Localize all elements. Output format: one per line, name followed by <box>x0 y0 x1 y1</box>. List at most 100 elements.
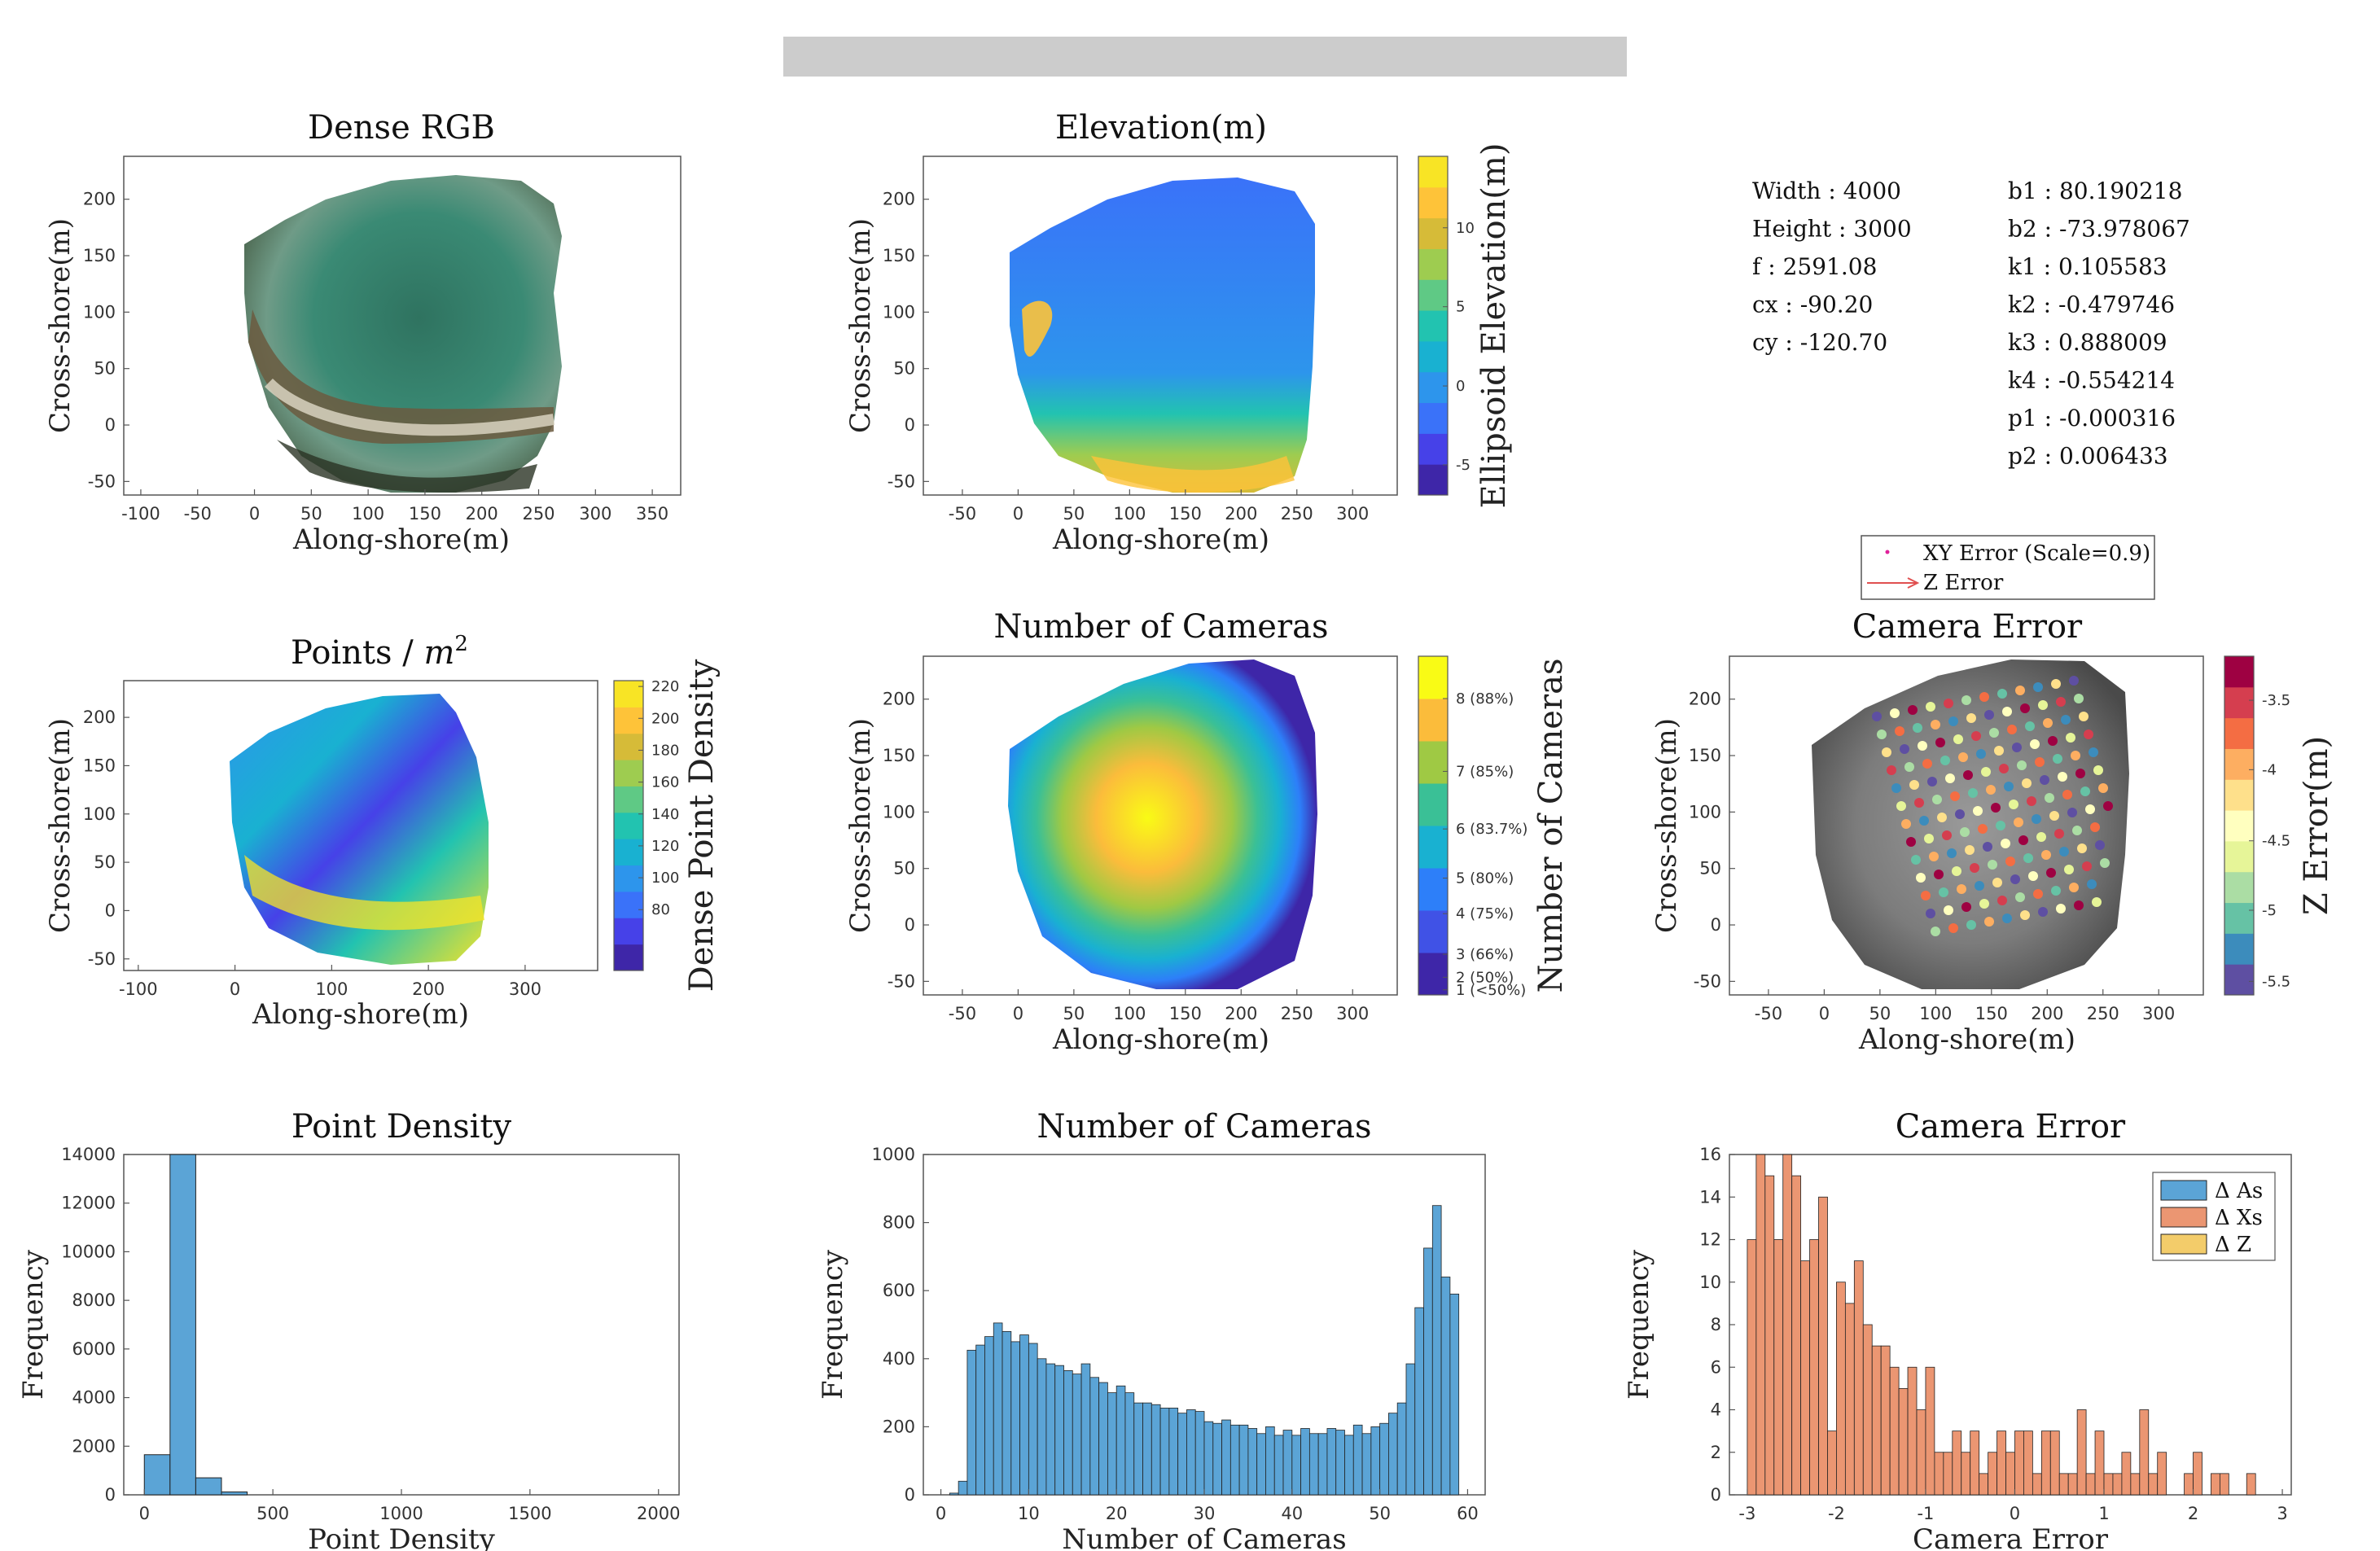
histogram-bar <box>1159 1408 1170 1496</box>
colorbar-segment <box>2224 964 2254 996</box>
colorbar-tick-label: 7 (85%) <box>1456 763 1514 780</box>
colorbar-tick-label: 200 <box>651 710 679 727</box>
x-tick-label: -50 <box>949 1004 976 1023</box>
camera-error-dot <box>1983 842 1992 852</box>
camera-param-k1: k1 : 0.105583 <box>2008 253 2167 280</box>
y-tick-label: 50 <box>1699 859 1721 878</box>
y-axis-label: Cross-shore(m) <box>844 718 877 933</box>
camera-error-dot <box>2066 733 2075 743</box>
camera-error-dot <box>1908 705 1918 715</box>
y-tick-label: 0 <box>905 915 915 935</box>
camera-error-dot <box>2040 775 2049 785</box>
histogram-bar <box>1862 1324 1873 1496</box>
histogram-bar <box>2005 1452 2015 1496</box>
x-tick-label: 2 <box>2188 1504 2198 1523</box>
x-tick-label: 150 <box>1169 1004 1202 1023</box>
x-tick-label: 0 <box>1013 504 1023 524</box>
camera-error-dot <box>1939 887 1948 897</box>
colorbar-segment <box>2224 810 2254 842</box>
colorbar-segment <box>1418 783 1448 826</box>
camera-error-dot <box>2022 778 2032 788</box>
colorbar-frame <box>1418 156 1449 496</box>
x-tick-label: 100 <box>1919 1004 1952 1023</box>
camera-error-dot <box>1979 899 1989 909</box>
y-tick-label: 8000 <box>72 1290 116 1310</box>
colorbar-tick-label: 2 (50%) <box>1456 969 1514 986</box>
camera-error-dot <box>2064 865 2074 874</box>
histogram-bar <box>1970 1431 1980 1496</box>
camera-error-dot <box>2014 817 2023 827</box>
colorbar-segment <box>1418 433 1448 465</box>
histogram-bar <box>195 1477 222 1496</box>
histogram-bar <box>1124 1392 1135 1496</box>
camera-error-dot <box>2028 871 2038 881</box>
histogram-bar <box>1002 1330 1012 1496</box>
histogram-bar <box>1889 1366 1900 1496</box>
panel-point-density-map: Points / m2 -100 0 100 200 300 -50 0 50 100 150 20… <box>44 632 721 1031</box>
camera-error-dot <box>2054 829 2064 839</box>
camera-error-dot <box>2069 883 2079 892</box>
camera-error-dot <box>1901 819 1911 829</box>
y-tick-label: 10000 <box>61 1242 116 1261</box>
panel-num-cameras-map: Number of Cameras -50 0 50 100 150 200 250 300 -… <box>844 608 1570 1056</box>
colorbar-segment <box>2224 902 2254 934</box>
histogram-bar <box>1344 1435 1354 1496</box>
camera-error-dot <box>1957 884 1966 894</box>
camera-error-dot <box>2038 907 2048 917</box>
x-tick-label: -50 <box>1755 1004 1782 1023</box>
y-axis-label: Frequency <box>817 1249 849 1400</box>
camera-param-k3: k3 : 0.888009 <box>2008 329 2167 356</box>
panel-camera-error-map: XY Error (Scale=0.9) Z Error Camera Erro… <box>1650 535 2335 1056</box>
x-tick-label: 150 <box>1975 1004 2008 1023</box>
histogram-bar <box>966 1349 977 1496</box>
camera-param-p2: p2 : 0.006433 <box>2008 443 2168 470</box>
x-tick-label: 60 <box>1457 1504 1479 1523</box>
legend-swatch <box>2160 1233 2207 1255</box>
histogram-bar <box>1379 1422 1389 1496</box>
colorbar-segment <box>1418 699 1448 742</box>
y-tick-label: 4000 <box>72 1388 116 1408</box>
histogram-bar <box>1256 1433 1266 1496</box>
chart-title: Point Density <box>291 1108 512 1146</box>
histogram-bar <box>1898 1387 1909 1496</box>
histogram-bar <box>1221 1419 1231 1496</box>
camera-error-dot <box>1935 738 1945 747</box>
camera-error-dot <box>1926 702 1935 712</box>
colorbar-label: Ellipsoid Elevation(m) <box>1475 143 1513 509</box>
camera-error-dot <box>1966 920 1976 930</box>
histogram-bar <box>2076 1409 2087 1496</box>
camera-error-dot <box>1911 855 1921 865</box>
y-tick-label: 150 <box>883 246 915 265</box>
y-tick-label: 100 <box>883 802 915 822</box>
histogram-bar <box>1151 1404 1161 1496</box>
plot-frame <box>123 1154 680 1496</box>
histogram-bar <box>1827 1431 1837 1496</box>
camera-error-dot <box>2059 847 2069 857</box>
camera-error-dot <box>2018 835 2028 845</box>
colorbar-tick-label: 120 <box>651 838 679 855</box>
colorbar-segment <box>614 786 643 813</box>
y-tick-label: 0 <box>905 1485 915 1505</box>
camera-error-dot <box>1904 762 1914 772</box>
camera-error-dot <box>1947 848 1957 858</box>
colorbar-frame <box>2224 655 2255 996</box>
camera-error-dot <box>1909 780 1919 790</box>
camera-error-dot <box>1981 767 1991 777</box>
y-tick-label: 0 <box>105 900 116 920</box>
camera-error-dot <box>2061 715 2071 725</box>
histogram-bar <box>1818 1196 1828 1496</box>
camera-error-dot <box>1989 728 1999 738</box>
y-axis-label: Frequency <box>1623 1249 1655 1400</box>
x-tick-label: 1500 <box>508 1504 551 1523</box>
camera-error-dot <box>2015 892 2025 902</box>
y-tick-label: 50 <box>94 852 116 872</box>
y-tick-label: 6 <box>1711 1357 1721 1377</box>
histogram-bar <box>1907 1366 1918 1496</box>
camera-error-dot <box>2056 904 2066 914</box>
camera-error-dot <box>1944 699 1953 708</box>
camera-param-Height: Height : 3000 <box>1752 216 1912 243</box>
rgb-vegetation <box>277 440 537 493</box>
y-tick-label: 200 <box>83 708 116 727</box>
camera-params-right: b1 : 80.190218 b2 : -73.978067 k1 : 0.1055… <box>2008 177 2190 470</box>
